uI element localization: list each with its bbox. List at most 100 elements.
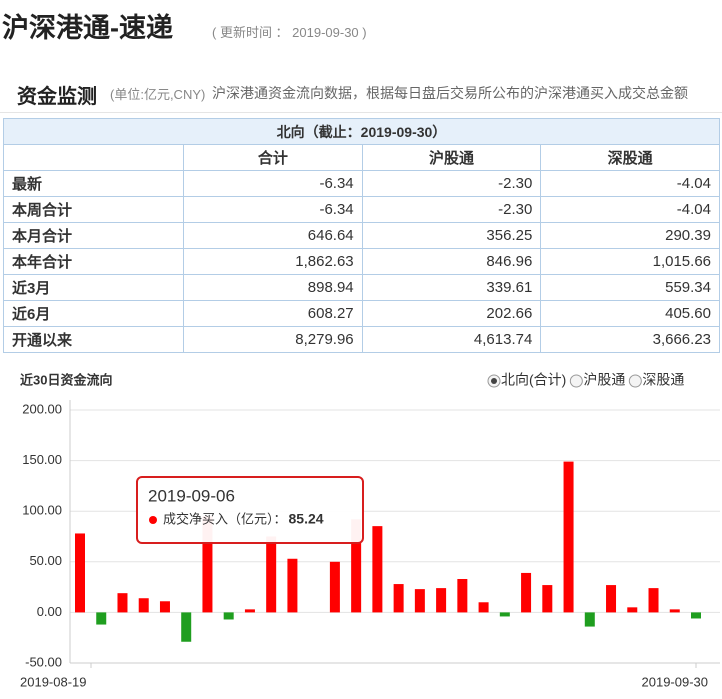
cell-value: 339.61 bbox=[361, 274, 542, 301]
bar bbox=[96, 612, 107, 625]
bar bbox=[436, 588, 447, 613]
cell-value: 3,666.23 bbox=[540, 326, 720, 353]
bar bbox=[329, 561, 340, 613]
radio-label[interactable]: 沪股通 bbox=[583, 372, 625, 388]
row-label: 本月合计 bbox=[3, 222, 184, 249]
table-row: 开通以来 8,279.96 4,613.74 3,666.23 bbox=[3, 326, 720, 353]
tooltip-value: 85.24 bbox=[289, 511, 324, 527]
corner-cell bbox=[3, 144, 184, 171]
bar bbox=[244, 609, 255, 613]
radio-label[interactable]: 北向(合计) bbox=[501, 372, 566, 388]
table-row: 近6月 608.27 202.66 405.60 bbox=[3, 300, 720, 327]
table-row: 最新 -6.34 -2.30 -4.04 bbox=[3, 170, 720, 197]
column-header: 沪股通 bbox=[361, 144, 542, 171]
radio-option[interactable]: 深股通 bbox=[628, 372, 684, 388]
column-header: 合计 bbox=[183, 144, 363, 171]
row-label: 近3月 bbox=[3, 274, 184, 301]
tooltip-date: 2019-09-06 bbox=[148, 486, 235, 505]
radio-option[interactable]: 北向(合计) bbox=[487, 372, 566, 388]
bar bbox=[669, 609, 680, 613]
cell-value: 608.27 bbox=[183, 300, 363, 327]
x-tick-label: 2019-08-19 bbox=[20, 674, 87, 689]
row-label: 开通以来 bbox=[3, 326, 184, 353]
section-header: 资金监测 (单位:亿元,CNY) 沪深港通资金流向数据，根据每日盘后交易所公布的… bbox=[0, 72, 722, 113]
cell-value: 846.96 bbox=[361, 248, 542, 275]
bar bbox=[457, 579, 468, 613]
bar bbox=[691, 612, 701, 619]
tooltip-dot bbox=[149, 516, 157, 524]
cell-value: -4.04 bbox=[540, 196, 720, 223]
y-tick-label: 200.00 bbox=[22, 401, 62, 416]
bar bbox=[393, 584, 404, 613]
cell-value: 559.34 bbox=[540, 274, 720, 301]
bar bbox=[181, 612, 192, 642]
cell-value: 4,613.74 bbox=[361, 326, 542, 353]
radio-dot[interactable] bbox=[491, 378, 497, 384]
cell-value: -4.04 bbox=[540, 170, 720, 197]
section-title: 资金监测 bbox=[17, 86, 97, 108]
y-tick-label: 150.00 bbox=[22, 452, 62, 467]
radio-circle[interactable] bbox=[628, 374, 642, 388]
bar bbox=[266, 536, 277, 613]
column-header-row: 合计 沪股通 深股通 bbox=[3, 144, 720, 171]
cell-value: 646.64 bbox=[183, 222, 363, 249]
bar bbox=[606, 585, 617, 613]
bar bbox=[287, 558, 298, 613]
chart-title: 近30日资金流向 bbox=[20, 372, 112, 387]
tooltip-label: 成交净买入（亿元）： bbox=[163, 511, 287, 526]
table-row: 本月合计 646.64 356.25 290.39 bbox=[3, 222, 720, 249]
section-description: 沪深港通资金流向数据，根据每日盘后交易所公布的沪深港通买入成交总金额 bbox=[212, 85, 688, 101]
row-label: 本年合计 bbox=[3, 248, 184, 275]
row-label: 最新 bbox=[3, 170, 184, 197]
row-label: 本周合计 bbox=[3, 196, 184, 223]
bar bbox=[499, 612, 510, 617]
bar bbox=[223, 612, 234, 620]
cell-value: 898.94 bbox=[183, 274, 363, 301]
bar bbox=[75, 533, 85, 613]
row-label: 近6月 bbox=[3, 300, 184, 327]
y-tick-label: 0.00 bbox=[37, 604, 62, 619]
section-unit: (单位:亿元,CNY) bbox=[110, 87, 206, 102]
tooltip-box bbox=[136, 476, 364, 544]
cell-value: 1,862.63 bbox=[183, 248, 363, 275]
caption-row: 北向（截止：2019-09-30） bbox=[3, 118, 720, 145]
bar bbox=[159, 601, 170, 613]
cell-value: 1,015.66 bbox=[540, 248, 720, 275]
bar bbox=[478, 602, 489, 613]
table-caption: 北向（截止：2019-09-30） bbox=[3, 118, 720, 145]
flow-table: 北向（截止：2019-09-30） 合计 沪股通 深股通 最新 -6.34 -2.30 -4.… bbox=[3, 118, 720, 353]
table-row: 本年合计 1,862.63 846.96 1,015.66 bbox=[3, 248, 720, 275]
update-time: ( 更新时间 ： 2019-09-30 ) bbox=[212, 25, 367, 40]
bar bbox=[627, 607, 638, 613]
cell-value: 290.39 bbox=[540, 222, 720, 249]
table-row: 本周合计 -6.34 -2.30 -4.04 bbox=[3, 196, 720, 223]
cell-value: -6.34 bbox=[183, 170, 363, 197]
cell-value: 356.25 bbox=[361, 222, 542, 249]
radio-option[interactable]: 沪股通 bbox=[569, 372, 625, 388]
bar bbox=[563, 461, 574, 613]
cell-value: -6.34 bbox=[183, 196, 363, 223]
page-title: 沪深港通-速递 bbox=[2, 13, 173, 43]
bar bbox=[542, 585, 553, 613]
y-tick-label: 50.00 bbox=[29, 553, 62, 568]
y-tick-label: -50.00 bbox=[25, 654, 62, 669]
bar bbox=[414, 589, 425, 613]
bar bbox=[521, 572, 532, 613]
bar bbox=[117, 593, 128, 613]
radio-circle[interactable] bbox=[569, 374, 583, 388]
bar bbox=[372, 526, 383, 613]
table-row: 近3月 898.94 339.61 559.34 bbox=[3, 274, 720, 301]
cell-value: 405.60 bbox=[540, 300, 720, 327]
bar bbox=[202, 516, 213, 613]
radio-label[interactable]: 深股通 bbox=[642, 372, 684, 388]
column-header: 深股通 bbox=[540, 144, 720, 171]
cell-value: 8,279.96 bbox=[183, 326, 363, 353]
y-tick-label: 100.00 bbox=[22, 503, 62, 518]
x-tick-label: 2019-09-30 bbox=[642, 674, 709, 689]
bar bbox=[138, 598, 149, 613]
chart: 近30日资金流向 北向(合计) 沪股通 深股通 -50.00 0.00 50.00 100.… bbox=[20, 372, 720, 689]
tooltip: 2019-09-06 成交净买入（亿元）： 85.24 bbox=[136, 476, 364, 544]
bar bbox=[351, 519, 362, 613]
bar bbox=[648, 588, 659, 613]
